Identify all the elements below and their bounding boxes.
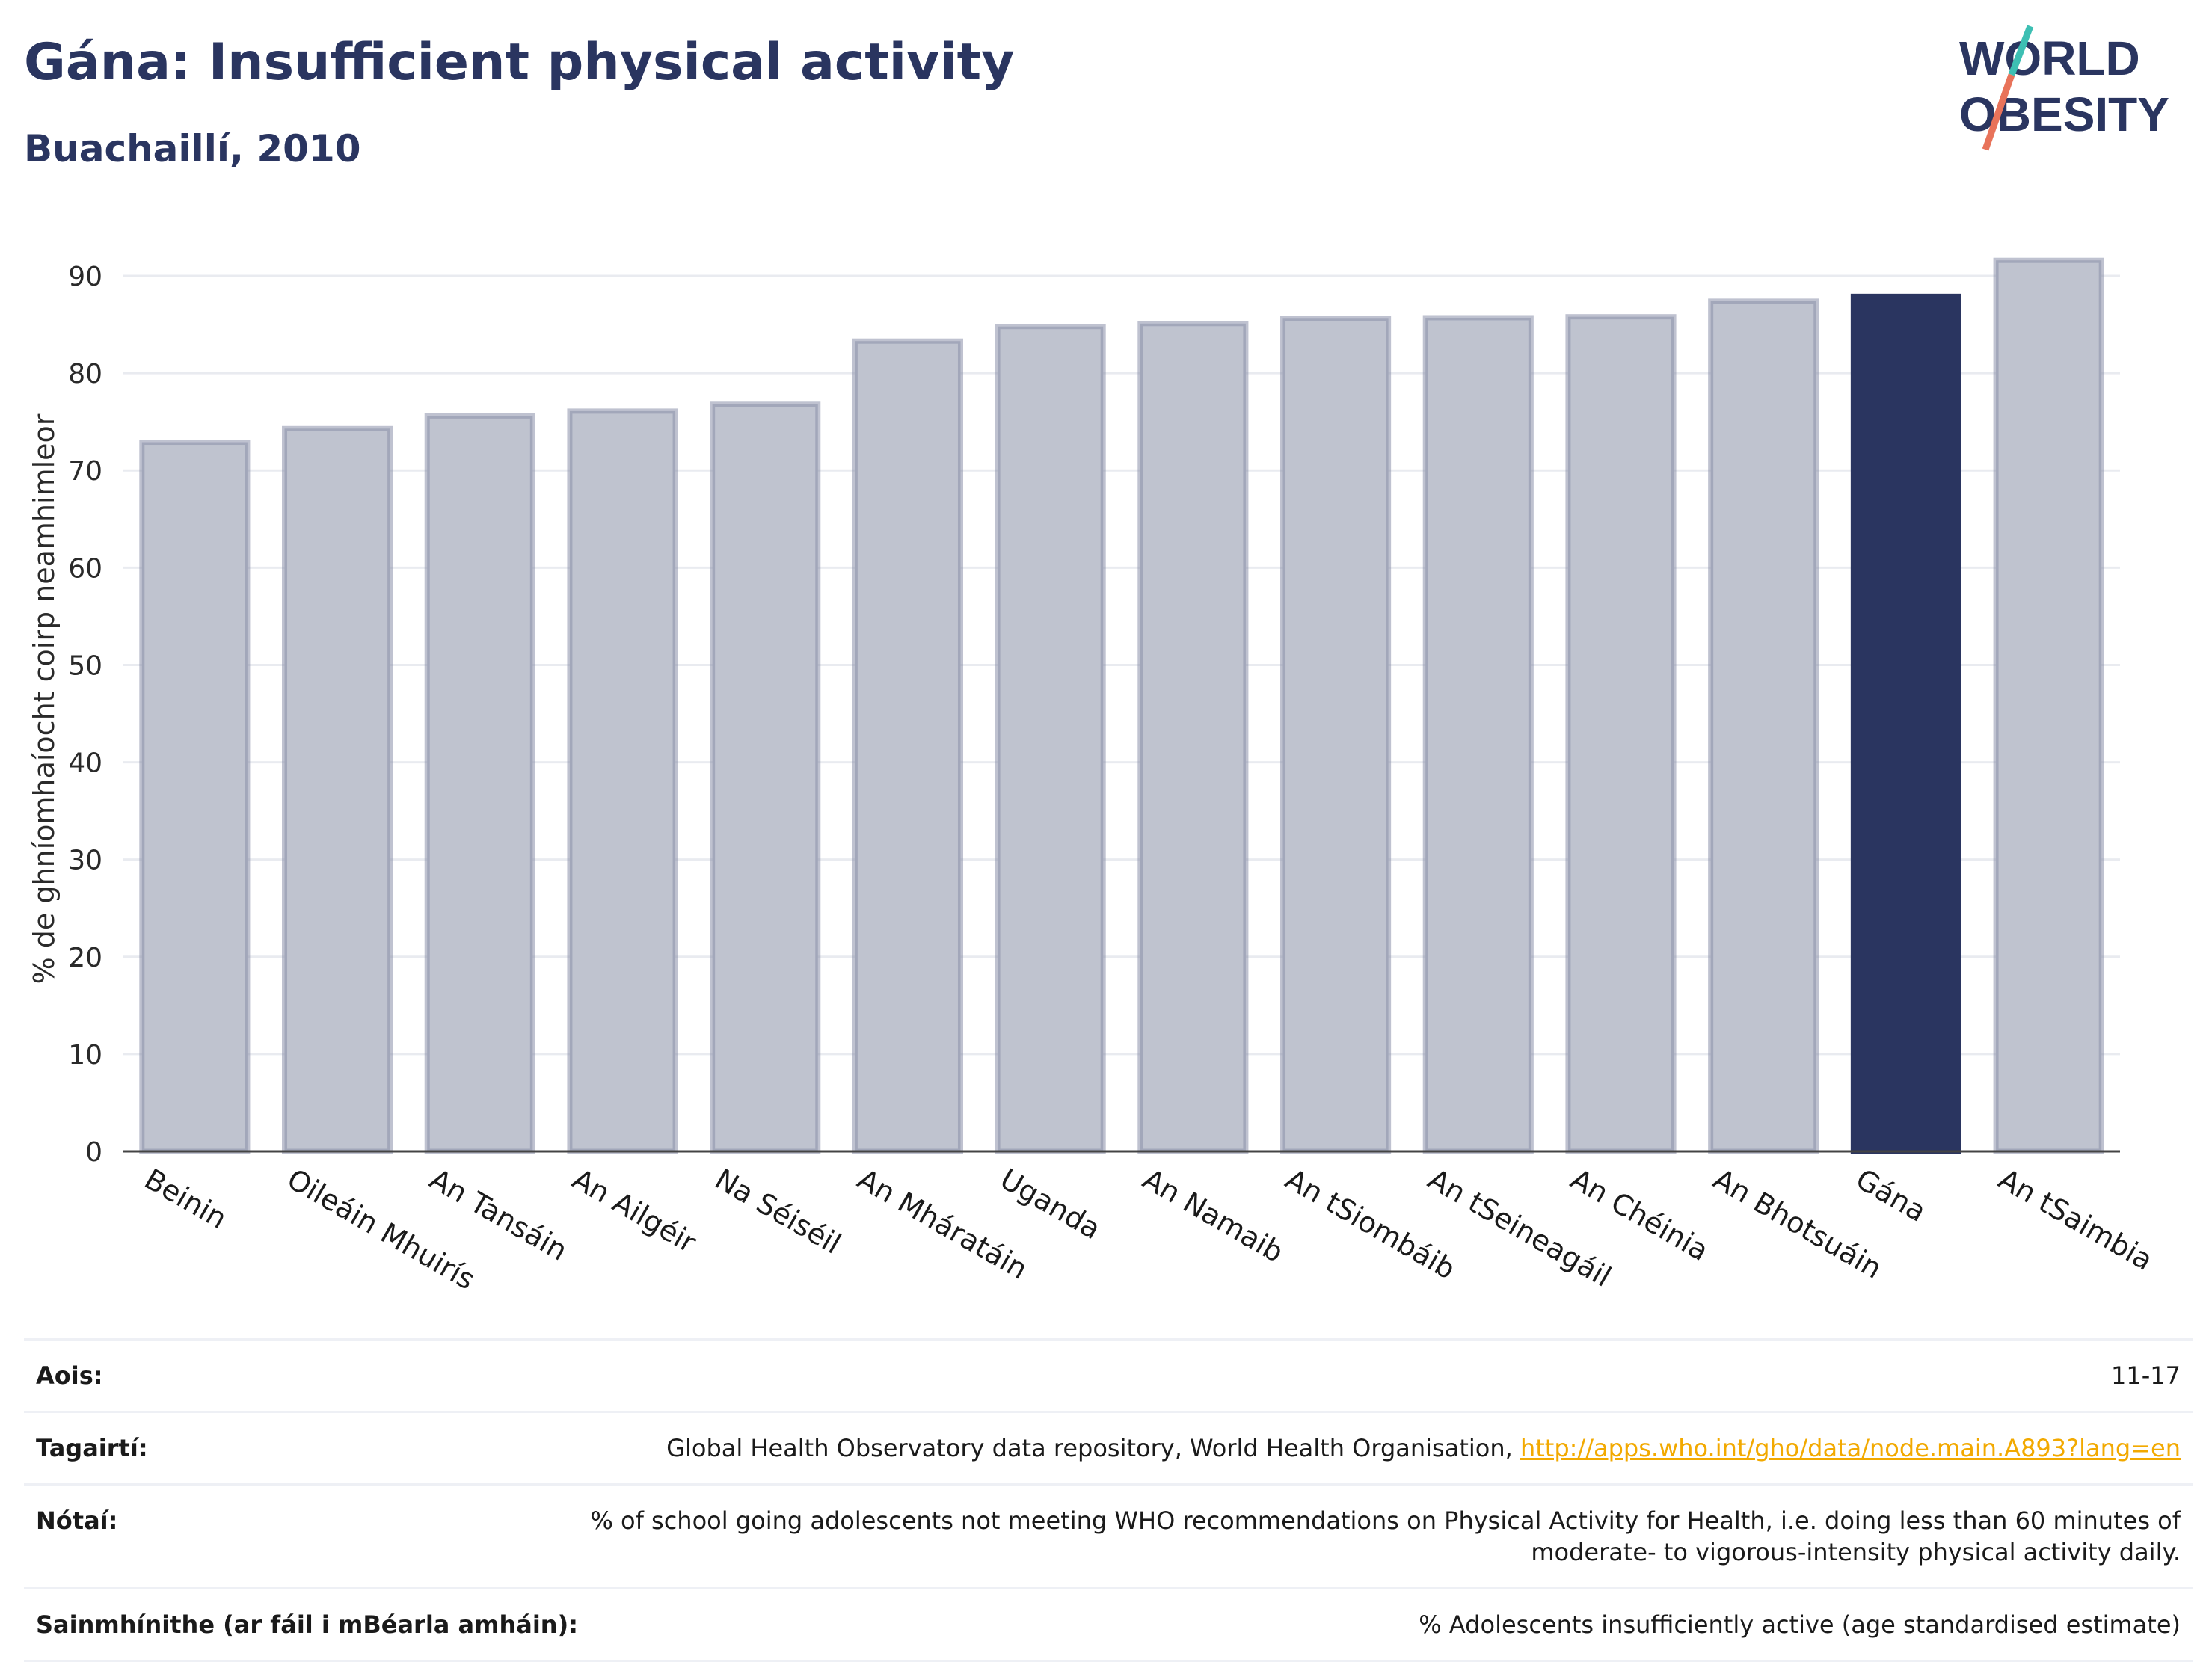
bar	[852, 338, 963, 1154]
bar	[139, 440, 251, 1154]
footer-row-definitions: Sainmhínithe (ar fáil i mBéarla amháin):…	[24, 1587, 2193, 1662]
footer-value: % of school going adolescents not meetin…	[590, 1506, 2181, 1566]
bar-chart: 0 10 20 30 40 50 60 70 80 90 % de ghníomhaíocht co…	[28, 257, 2158, 1296]
y-tick-label: 50	[68, 650, 102, 681]
footer-value: 11-17	[2111, 1361, 2181, 1390]
footer-reference-text: Global Health Observatory data repositor…	[666, 1434, 1520, 1462]
y-tick-label: 10	[68, 1040, 102, 1071]
reference-link[interactable]: http://apps.who.int/gho/data/node.main.A…	[1520, 1434, 2181, 1462]
x-tick-label: Na Séiséil	[710, 1163, 847, 1261]
footer-row-references: Tagairtí: Global Health Observatory data…	[24, 1411, 2193, 1483]
bar	[1137, 321, 1249, 1154]
bar	[1565, 314, 1677, 1154]
bar	[282, 425, 393, 1154]
x-tick-label: Uganda	[995, 1163, 1106, 1246]
footer-row-notes: Nótaí: % of school going adolescents not…	[24, 1483, 2193, 1587]
bar	[1850, 293, 1961, 1154]
logo-slash-teal	[2008, 25, 2034, 76]
bar	[1993, 257, 2104, 1154]
y-axis-label: % de ghníomhaíocht coirp neamhimleor	[28, 413, 61, 984]
bar	[424, 413, 535, 1154]
x-tick-label: Gána	[1850, 1163, 1932, 1228]
x-tick-label: An Namaib	[1137, 1163, 1289, 1269]
footer-row-age: Aois: 11-17	[24, 1338, 2193, 1411]
bar	[1708, 298, 1819, 1154]
x-tick-label: Beinin	[139, 1163, 233, 1235]
bar	[567, 408, 678, 1154]
world-obesity-logo: WORLD OBESITY	[1959, 25, 2169, 151]
footer-label: Sainmhínithe (ar fáil i mBéarla amháin):	[36, 1610, 578, 1639]
y-tick-label: 80	[68, 359, 102, 390]
footer-value: % Adolescents insufficiently active (age…	[1419, 1610, 2181, 1639]
footer-value: Global Health Observatory data repositor…	[666, 1432, 2181, 1464]
footer-label: Aois:	[36, 1361, 103, 1390]
page-subtitle: Buachaillí, 2010	[24, 127, 361, 170]
y-tick-label: 60	[68, 553, 102, 584]
logo-line1: WORLD	[1959, 31, 2140, 85]
logo-slash-coral	[1982, 73, 2015, 151]
footer-label: Nótaí:	[36, 1506, 118, 1535]
page-title: Gána: Insufficient physical activity	[24, 33, 1015, 92]
x-tick-label: An tSaimbia	[1993, 1163, 2158, 1277]
x-tick-label: An Ailgéir	[567, 1163, 702, 1260]
footer-label: Tagairtí:	[36, 1434, 148, 1462]
y-tick-label: 30	[68, 846, 102, 876]
footer-table: Aois: 11-17 Tagairtí: Global Health Obse…	[24, 1338, 2193, 1662]
y-tick-label: 70	[68, 456, 102, 487]
bar	[1280, 316, 1392, 1154]
y-tick-label: 40	[68, 748, 102, 779]
bar	[1422, 315, 1534, 1154]
bar	[710, 401, 821, 1154]
y-tick-label: 0	[85, 1137, 102, 1168]
y-tick-label: 90	[68, 262, 102, 292]
bar	[995, 324, 1106, 1154]
y-tick-label: 20	[68, 943, 102, 973]
